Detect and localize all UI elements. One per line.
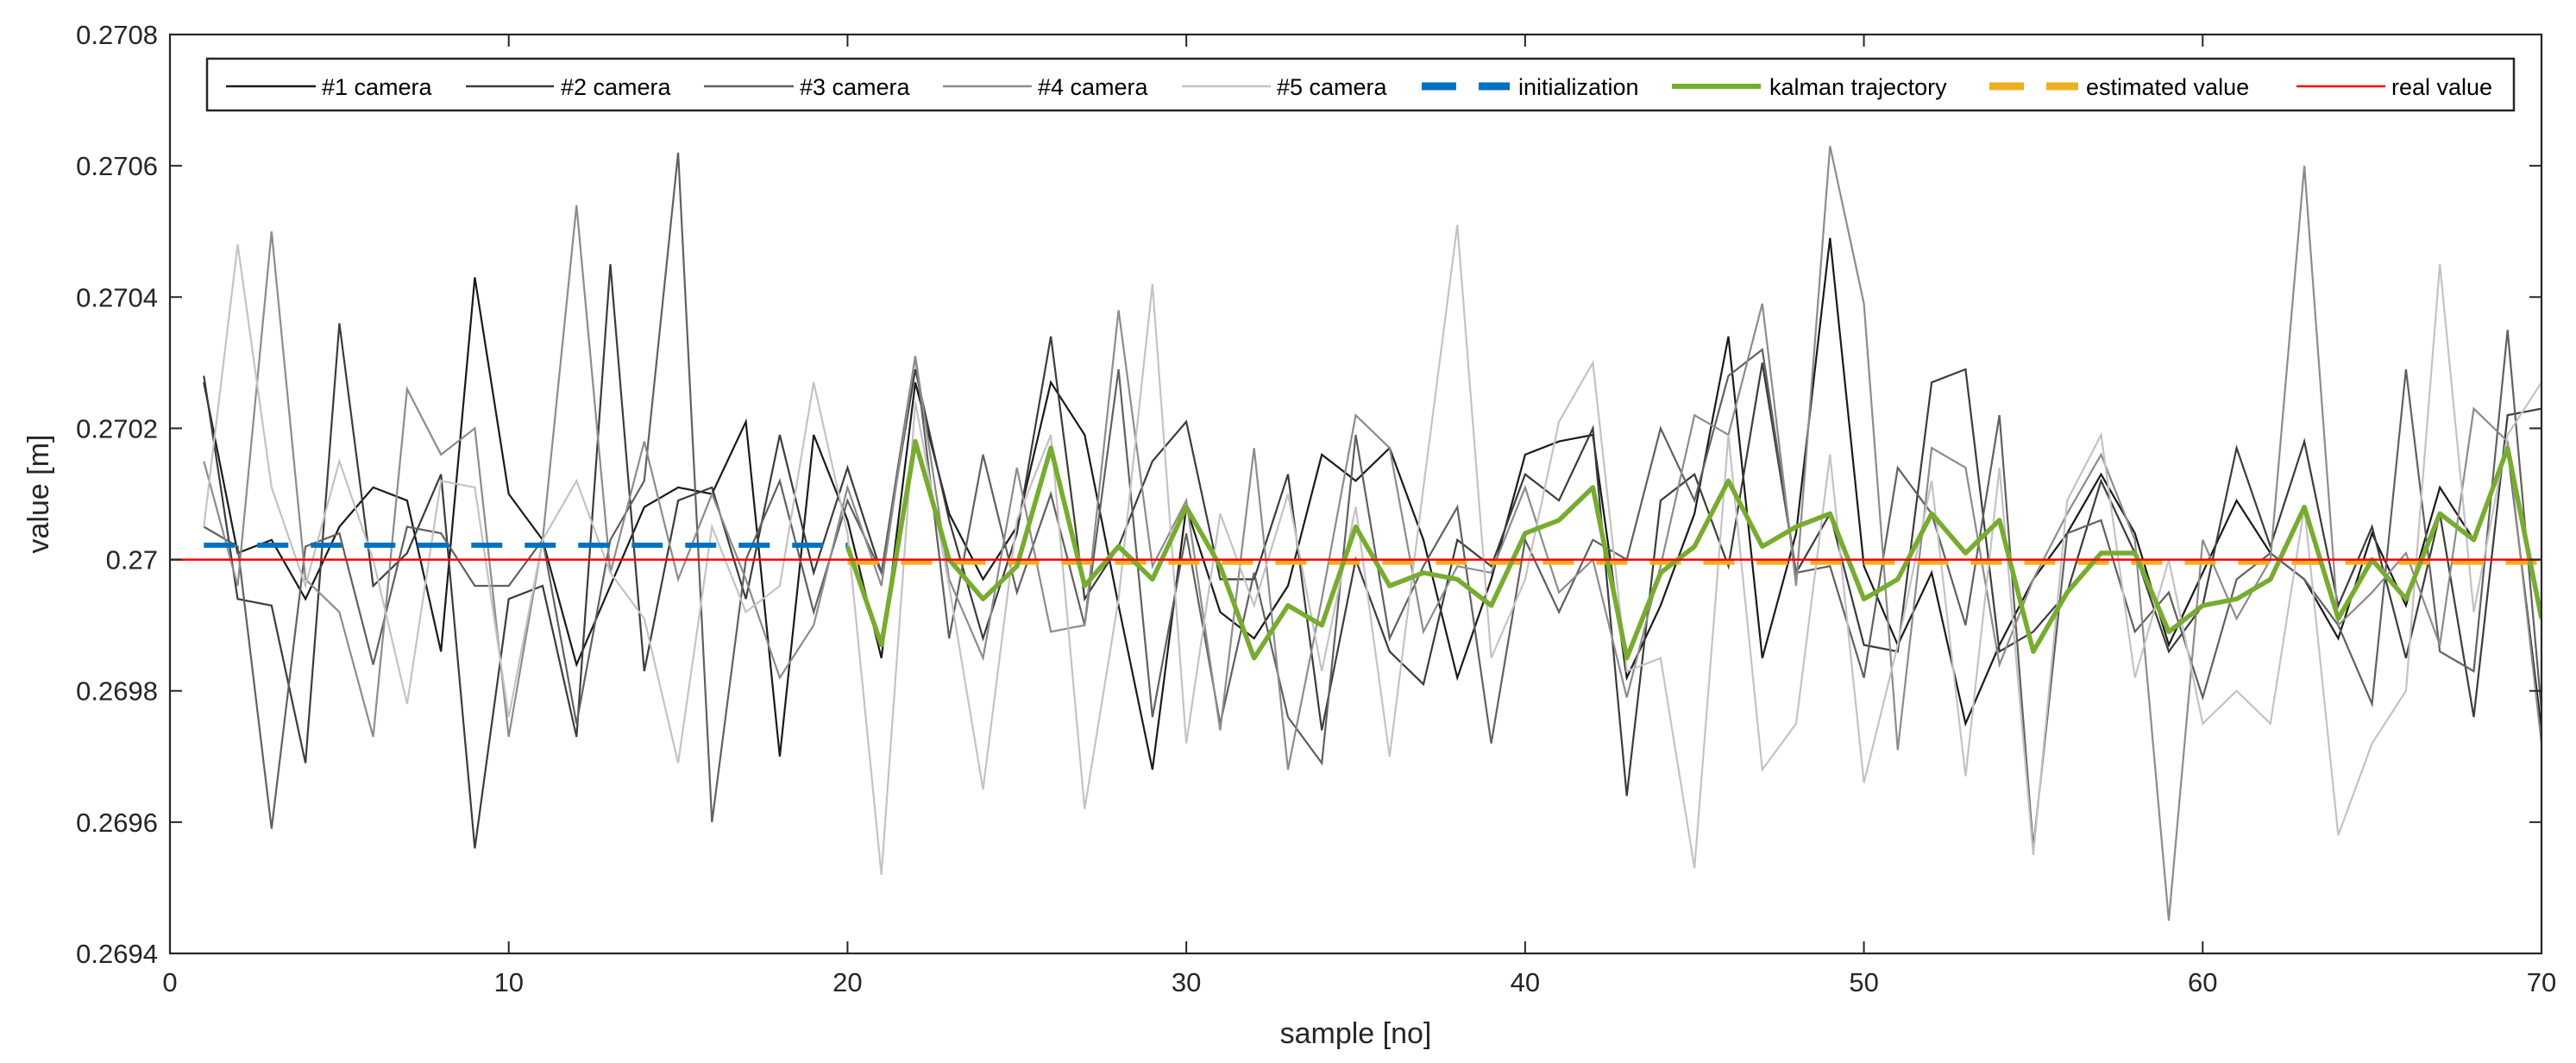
- x-tick-label: 70: [2527, 967, 2556, 997]
- y-tick-label: 0.2706: [76, 151, 158, 181]
- legend-label-5-camera: #5 camera: [1277, 74, 1388, 100]
- x-tick-label: 10: [493, 967, 523, 997]
- legend-label-3-camera: #3 camera: [800, 74, 911, 100]
- y-tick-label: 0.2702: [76, 413, 158, 443]
- y-tick-label: 0.27: [106, 545, 158, 576]
- legend-label-kalman-trajectory: kalman trajectory: [1769, 74, 1947, 100]
- y-tick-label: 0.2704: [76, 282, 158, 312]
- legend-label-2-camera: #2 camera: [561, 74, 672, 100]
- legend-label-4-camera: #4 camera: [1038, 74, 1149, 100]
- y-axis: 0.2694 0.2696 0.2698 0.27 0.2702 0.2704 0.2706…: [76, 20, 2541, 969]
- series-5-camera: [203, 224, 2541, 875]
- y-tick-label: 0.2694: [76, 939, 158, 969]
- legend-label-estimated-value: estimated value: [2086, 74, 2249, 100]
- y-tick-label: 0.2698: [76, 676, 158, 707]
- legend-label-initialization: initialization: [1518, 74, 1639, 100]
- x-axis-title: sample [no]: [1280, 1017, 1432, 1050]
- x-tick-label: 20: [832, 967, 862, 997]
- x-tick-label: 30: [1172, 967, 1201, 997]
- legend-label-real-value: real value: [2391, 74, 2492, 100]
- y-tick-label: 0.2696: [76, 808, 158, 838]
- x-tick-label: 40: [1511, 967, 1540, 997]
- y-tick-label: 0.2708: [76, 20, 158, 50]
- y-axis-title: value [m]: [22, 435, 55, 554]
- legend-label-1-camera: #1 camera: [322, 74, 433, 100]
- x-tick-label: 60: [2188, 967, 2217, 997]
- overlay-layer: [170, 438, 2541, 661]
- x-tick-label: 0: [162, 967, 177, 997]
- series-4-camera: [203, 146, 2541, 921]
- legend-box: [205, 57, 2516, 112]
- series-kalman-trajectory: [845, 438, 2541, 661]
- x-tick-label: 50: [1849, 967, 1878, 997]
- plot-area-frame: [168, 33, 2543, 955]
- series-3-camera: [203, 152, 2541, 849]
- series-2-camera: [203, 264, 2541, 849]
- x-axis: 0 10 20 30 40 50 60 70: [162, 35, 2556, 997]
- legend: #1 camera #2 camera #3 camera #4 camera #5 c…: [205, 57, 2516, 112]
